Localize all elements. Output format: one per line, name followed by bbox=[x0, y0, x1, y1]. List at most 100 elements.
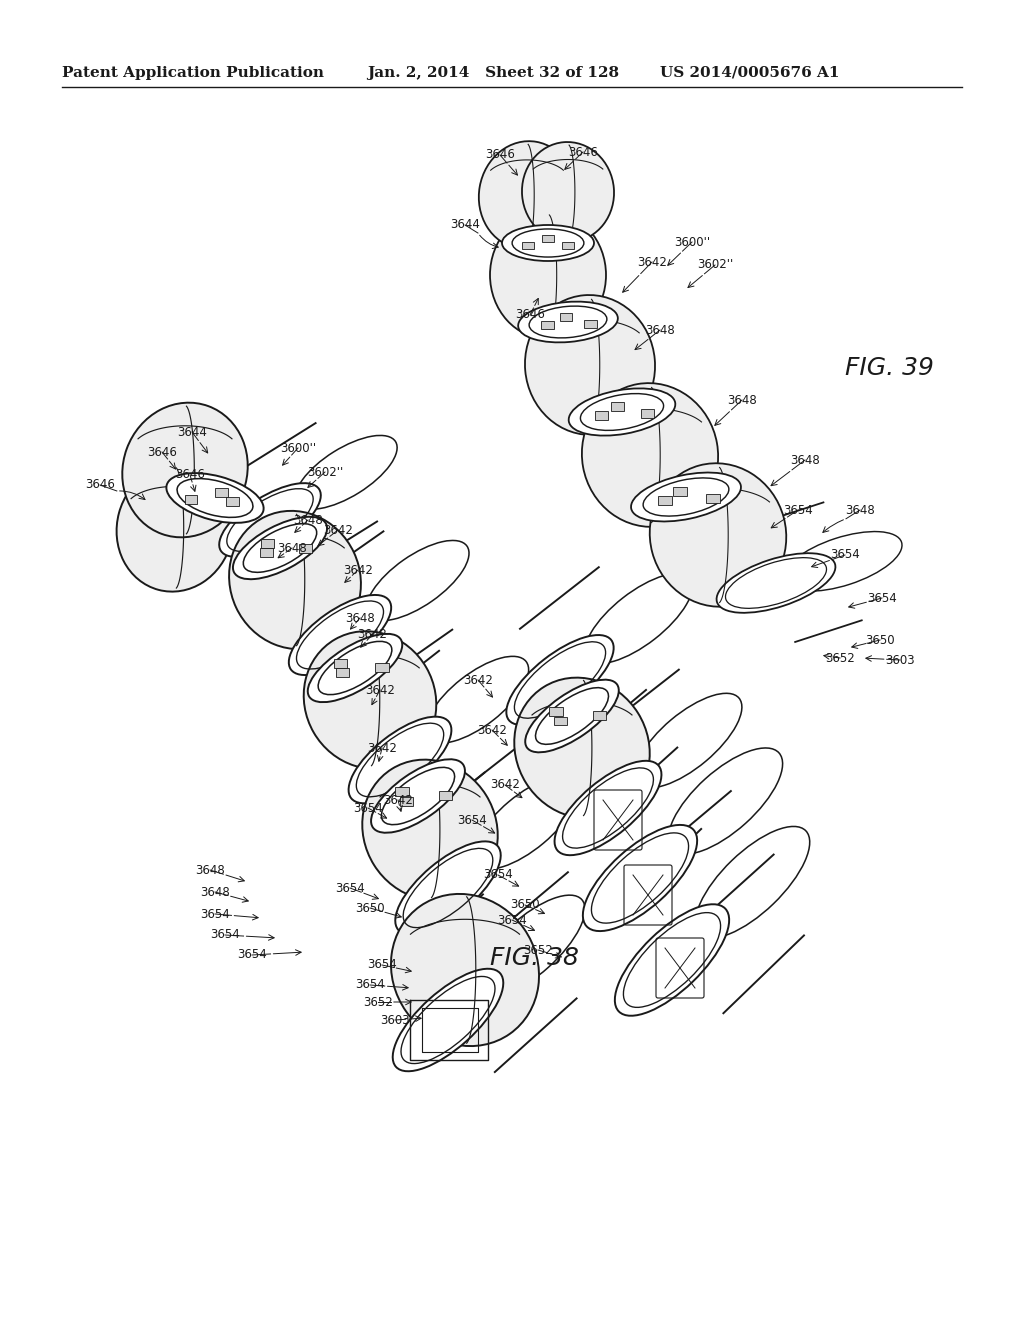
Text: 3602'': 3602'' bbox=[307, 466, 343, 479]
Text: 3648: 3648 bbox=[293, 513, 323, 527]
FancyBboxPatch shape bbox=[334, 659, 347, 668]
FancyBboxPatch shape bbox=[542, 321, 554, 329]
Ellipse shape bbox=[348, 717, 452, 804]
Ellipse shape bbox=[117, 465, 233, 591]
Ellipse shape bbox=[529, 306, 607, 338]
FancyBboxPatch shape bbox=[184, 495, 197, 504]
Ellipse shape bbox=[177, 479, 253, 517]
Ellipse shape bbox=[506, 635, 613, 725]
Text: 3648: 3648 bbox=[727, 393, 757, 407]
FancyBboxPatch shape bbox=[215, 488, 227, 498]
Ellipse shape bbox=[244, 524, 316, 573]
Text: 3654: 3654 bbox=[457, 813, 486, 826]
Ellipse shape bbox=[371, 759, 465, 833]
FancyBboxPatch shape bbox=[375, 664, 389, 672]
Text: 3646: 3646 bbox=[515, 309, 545, 322]
FancyBboxPatch shape bbox=[595, 411, 608, 420]
Text: 3654: 3654 bbox=[335, 882, 365, 895]
FancyBboxPatch shape bbox=[562, 242, 573, 249]
Text: Patent Application Publication: Patent Application Publication bbox=[62, 66, 324, 81]
Text: 3654: 3654 bbox=[830, 549, 860, 561]
Ellipse shape bbox=[536, 688, 608, 744]
FancyBboxPatch shape bbox=[438, 791, 453, 800]
Text: 3654: 3654 bbox=[210, 928, 240, 941]
Text: 3654: 3654 bbox=[238, 949, 267, 961]
Text: US 2014/0005676 A1: US 2014/0005676 A1 bbox=[660, 66, 840, 81]
FancyBboxPatch shape bbox=[641, 409, 654, 418]
FancyBboxPatch shape bbox=[226, 498, 239, 507]
Ellipse shape bbox=[649, 463, 786, 607]
FancyBboxPatch shape bbox=[395, 787, 410, 796]
Ellipse shape bbox=[395, 841, 501, 935]
FancyBboxPatch shape bbox=[610, 403, 624, 411]
FancyBboxPatch shape bbox=[673, 487, 687, 496]
Text: 3642: 3642 bbox=[343, 564, 373, 577]
Ellipse shape bbox=[308, 634, 402, 702]
Ellipse shape bbox=[393, 969, 503, 1072]
Text: 3642: 3642 bbox=[357, 628, 387, 642]
Ellipse shape bbox=[631, 473, 741, 521]
Ellipse shape bbox=[479, 141, 575, 249]
Text: 3650: 3650 bbox=[355, 902, 385, 915]
Ellipse shape bbox=[518, 301, 617, 342]
Text: 3646: 3646 bbox=[85, 479, 115, 491]
Text: 3652: 3652 bbox=[523, 944, 553, 957]
Text: 3644: 3644 bbox=[451, 219, 480, 231]
Text: 3603: 3603 bbox=[885, 653, 914, 667]
Text: 3646: 3646 bbox=[175, 469, 205, 482]
Text: FIG. 39: FIG. 39 bbox=[845, 356, 934, 380]
Text: 3600'': 3600'' bbox=[674, 235, 710, 248]
Text: 3646: 3646 bbox=[485, 149, 515, 161]
Ellipse shape bbox=[522, 143, 614, 242]
Text: 3646: 3646 bbox=[147, 446, 177, 458]
FancyBboxPatch shape bbox=[260, 548, 272, 557]
Text: Jan. 2, 2014   Sheet 32 of 128: Jan. 2, 2014 Sheet 32 of 128 bbox=[367, 66, 620, 81]
Text: 3642: 3642 bbox=[637, 256, 667, 268]
FancyBboxPatch shape bbox=[399, 796, 414, 805]
Ellipse shape bbox=[568, 388, 675, 436]
FancyBboxPatch shape bbox=[559, 313, 572, 321]
Text: 3648: 3648 bbox=[791, 454, 820, 466]
Text: 3654: 3654 bbox=[200, 908, 229, 920]
FancyBboxPatch shape bbox=[593, 711, 606, 719]
Ellipse shape bbox=[362, 759, 498, 900]
Ellipse shape bbox=[391, 894, 539, 1045]
Ellipse shape bbox=[643, 478, 729, 516]
FancyBboxPatch shape bbox=[658, 496, 672, 506]
Text: 3652: 3652 bbox=[825, 652, 855, 664]
Text: 3654: 3654 bbox=[368, 958, 397, 972]
Ellipse shape bbox=[512, 228, 584, 257]
Ellipse shape bbox=[490, 211, 606, 339]
Text: 3603: 3603 bbox=[380, 1014, 410, 1027]
Ellipse shape bbox=[555, 760, 662, 855]
FancyBboxPatch shape bbox=[549, 708, 563, 715]
Text: 3642: 3642 bbox=[367, 742, 397, 755]
Ellipse shape bbox=[614, 904, 729, 1016]
Text: 3648: 3648 bbox=[278, 541, 307, 554]
Text: 3652: 3652 bbox=[364, 995, 393, 1008]
Ellipse shape bbox=[525, 296, 655, 436]
Text: 3654: 3654 bbox=[783, 503, 813, 516]
FancyBboxPatch shape bbox=[336, 668, 349, 677]
Ellipse shape bbox=[289, 595, 391, 675]
FancyBboxPatch shape bbox=[299, 544, 312, 553]
Text: 3648: 3648 bbox=[200, 886, 229, 899]
FancyBboxPatch shape bbox=[585, 321, 597, 329]
Ellipse shape bbox=[166, 473, 263, 523]
Text: 3600'': 3600'' bbox=[280, 441, 316, 454]
Ellipse shape bbox=[583, 825, 697, 931]
Ellipse shape bbox=[381, 767, 455, 825]
Text: 3654: 3654 bbox=[353, 801, 383, 814]
Ellipse shape bbox=[232, 517, 327, 579]
Ellipse shape bbox=[717, 553, 836, 612]
Text: 3654: 3654 bbox=[497, 913, 527, 927]
Text: 3642: 3642 bbox=[477, 723, 507, 737]
FancyBboxPatch shape bbox=[706, 494, 720, 503]
Text: 3654: 3654 bbox=[355, 978, 385, 991]
Ellipse shape bbox=[502, 224, 594, 261]
Ellipse shape bbox=[318, 642, 392, 694]
Text: 3648: 3648 bbox=[645, 323, 675, 337]
Ellipse shape bbox=[581, 393, 664, 430]
Text: FIG. 38: FIG. 38 bbox=[490, 946, 579, 970]
Text: 3642: 3642 bbox=[366, 684, 395, 697]
